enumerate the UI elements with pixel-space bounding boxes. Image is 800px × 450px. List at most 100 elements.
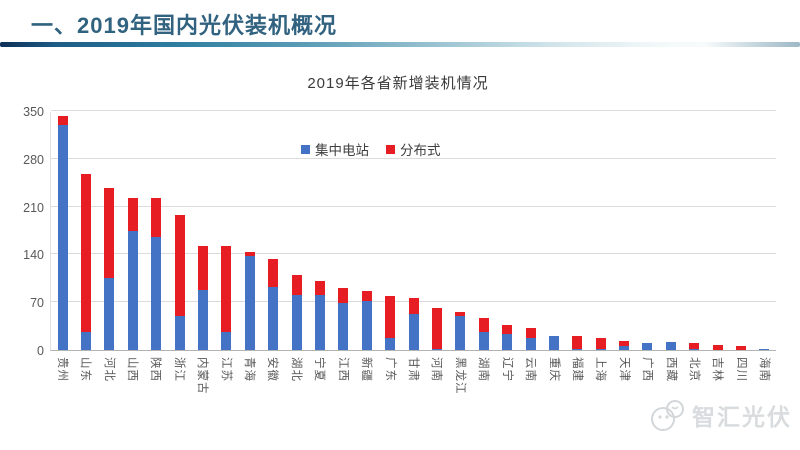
bar-四川 <box>736 345 747 350</box>
legend-label-centralized: 集中电站 <box>315 143 369 158</box>
bar-广东 <box>385 296 396 350</box>
bar-上海 <box>595 337 606 350</box>
y-tick-label-280: 280 <box>23 152 44 167</box>
bar-segment-分布式-浙江 <box>174 214 185 316</box>
page-title: 一、2019年国内光伏装机概况 <box>31 13 337 38</box>
gridline-140 <box>51 253 776 255</box>
bar-天津 <box>619 341 630 350</box>
bar-column-上海 <box>589 112 612 350</box>
bar-column-安徽 <box>262 112 285 350</box>
x-label-湖南: 湖南 <box>477 357 490 382</box>
bar-column-四川 <box>729 112 752 350</box>
bar-宁夏 <box>314 281 325 350</box>
x-label-甘肃: 甘肃 <box>407 357 419 382</box>
bar-segment-分布式-安徽 <box>268 258 279 287</box>
bar-segment-集中电站-河北 <box>104 278 115 350</box>
x-label-河南: 河南 <box>430 357 443 382</box>
x-label-吉林: 吉林 <box>711 357 724 382</box>
bar-湖南 <box>478 317 489 350</box>
x-label-安徽: 安徽 <box>266 357 279 382</box>
bar-column-广西 <box>636 112 659 350</box>
bar-segment-分布式-山东 <box>81 173 92 332</box>
x-label-西藏: 西藏 <box>664 357 677 382</box>
y-tick-label-70: 70 <box>30 296 44 311</box>
bar-segment-集中电站-湖南 <box>478 331 489 350</box>
bar-黑龙江 <box>455 311 466 350</box>
chart-title: 2019年各省新增装机情况 <box>307 75 489 92</box>
bar-segment-集中电站-浙江 <box>174 315 185 350</box>
bar-segment-分布式-上海 <box>595 337 606 349</box>
bar-贵州 <box>57 115 68 350</box>
bar-segment-集中电站-福建 <box>572 348 583 350</box>
x-label-广西: 广西 <box>641 357 654 382</box>
bar-山东 <box>81 173 92 350</box>
bar-column-西藏 <box>659 112 682 350</box>
x-label-内蒙古: 内蒙古 <box>196 357 209 395</box>
bar-海南 <box>759 348 770 350</box>
header-divider <box>0 42 800 47</box>
bar-segment-集中电站-宁夏 <box>314 294 325 350</box>
watermark-logo-icon <box>651 400 684 431</box>
bar-segment-分布式-江西 <box>338 287 349 303</box>
legend-item-distributed: 分布式 <box>386 139 441 159</box>
bar-江苏 <box>221 246 232 350</box>
x-label-天津: 天津 <box>617 357 630 382</box>
gridline-350 <box>51 110 776 111</box>
bar-segment-分布式-青海 <box>244 252 255 256</box>
bar-column-黑龙江 <box>449 112 472 350</box>
x-label-湖北: 湖北 <box>289 357 302 382</box>
legend-swatch-red-icon <box>386 144 395 154</box>
bar-西藏 <box>665 341 676 350</box>
bar-甘肃 <box>408 298 419 350</box>
x-label-山东: 山东 <box>79 357 92 382</box>
x-label-黑龙江: 黑龙江 <box>453 357 466 395</box>
bar-北京 <box>689 342 700 350</box>
bar-segment-集中电站-河南 <box>431 348 442 350</box>
x-label-青海: 青海 <box>243 357 256 382</box>
bar-column-湖南 <box>472 112 495 350</box>
bar-segment-分布式-天津 <box>619 341 630 346</box>
x-label-宁夏: 宁夏 <box>313 357 326 382</box>
watermark: 智汇光伏 <box>648 396 792 434</box>
bar-segment-集中电站-广西 <box>642 342 653 350</box>
x-label-贵州: 贵州 <box>55 357 68 382</box>
bar-segment-分布式-湖北 <box>291 274 302 296</box>
gridline-210 <box>51 205 776 207</box>
legend-label-distributed: 分布式 <box>400 143 441 158</box>
plot-area <box>50 110 776 351</box>
bar-segment-集中电站-新疆 <box>361 300 372 350</box>
bar-segment-分布式-陕西 <box>151 197 162 238</box>
bar-江西 <box>338 287 349 350</box>
bar-新疆 <box>361 290 372 350</box>
bar-segment-集中电站-山东 <box>81 331 92 350</box>
bar-segment-集中电站-青海 <box>244 255 255 350</box>
y-tick-label-350: 350 <box>23 105 44 119</box>
bar-column-内蒙古 <box>191 112 214 350</box>
bar-内蒙古 <box>198 246 209 350</box>
bar-segment-集中电站-辽宁 <box>502 333 513 350</box>
x-label-河北: 河北 <box>102 357 115 382</box>
bar-segment-分布式-重庆 <box>548 335 559 337</box>
bar-column-吉林 <box>706 112 729 350</box>
x-label-江西: 江西 <box>336 357 349 382</box>
bar-column-新疆 <box>355 112 378 350</box>
x-label-山西: 山西 <box>125 357 138 382</box>
bar-河南 <box>431 307 442 350</box>
bar-segment-分布式-辽宁 <box>502 324 513 334</box>
bar-segment-分布式-新疆 <box>361 290 372 301</box>
bar-吉林 <box>712 345 723 350</box>
bar-segment-分布式-湖南 <box>478 317 489 332</box>
x-label-浙江: 浙江 <box>172 357 185 382</box>
bar-column-河南 <box>425 112 448 350</box>
bar-column-云南 <box>519 112 542 350</box>
x-label-辽宁: 辽宁 <box>500 357 513 382</box>
bar-segment-分布式-山西 <box>127 197 138 231</box>
bar-column-辽宁 <box>495 112 518 350</box>
bar-segment-集中电站-重庆 <box>548 336 559 350</box>
bar-广西 <box>642 342 653 350</box>
bar-segment-分布式-福建 <box>572 336 583 349</box>
bar-column-福建 <box>566 112 589 350</box>
bar-segment-分布式-甘肃 <box>408 298 419 314</box>
gridline-280 <box>51 157 776 159</box>
